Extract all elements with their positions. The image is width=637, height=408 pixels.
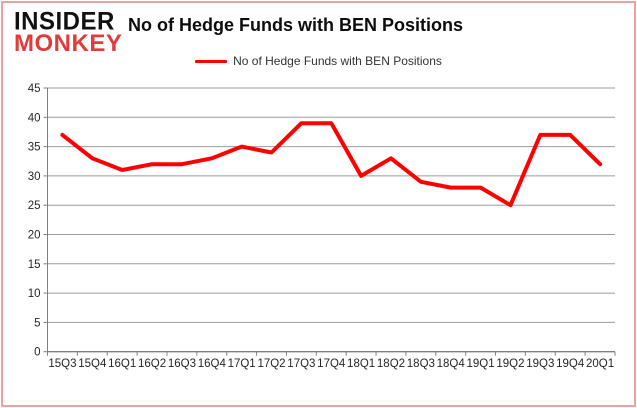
x-tick-label: 18Q4 — [437, 358, 466, 370]
y-tick-label: 45 — [28, 83, 41, 95]
logo-monkey-text: MONKEY — [14, 30, 123, 57]
insider-monkey-logo: INSIDER MONKEY — [14, 7, 123, 57]
x-tick-label: 17Q3 — [287, 358, 315, 370]
x-tick-label: 17Q2 — [257, 358, 285, 370]
y-tick-label: 40 — [28, 112, 41, 124]
y-tick-label: 5 — [34, 317, 40, 329]
x-tick-label: 16Q4 — [198, 358, 227, 370]
x-tick-label: 15Q4 — [78, 358, 107, 370]
x-tick-label: 19Q3 — [526, 358, 554, 370]
y-tick-label: 30 — [28, 171, 41, 183]
x-tick-label: 19Q2 — [496, 358, 524, 370]
logo-insider-text: INSIDER — [14, 7, 115, 36]
series-line — [60, 121, 603, 208]
y-tick-label: 10 — [28, 288, 41, 300]
x-tick-label: 19Q1 — [467, 358, 495, 370]
chart-title: No of Hedge Funds with BEN Positions — [128, 15, 463, 35]
legend-label: No of Hedge Funds with BEN Positions — [233, 54, 442, 68]
x-tick-label: 20Q1 — [586, 358, 614, 370]
x-tick-label: 18Q3 — [407, 358, 435, 370]
x-tick-label: 15Q3 — [48, 358, 76, 370]
y-tick-label: 35 — [28, 142, 41, 154]
x-tick-label: 17Q1 — [228, 358, 256, 370]
chart-legend: No of Hedge Funds with BEN Positions — [0, 54, 637, 68]
x-tick-label: 18Q2 — [377, 358, 405, 370]
x-tick-label: 18Q1 — [347, 358, 375, 370]
y-tick-label: 25 — [28, 200, 41, 212]
legend-line-swatch — [195, 59, 228, 63]
x-tick-label: 19Q4 — [556, 358, 585, 370]
x-tick-label: 17Q4 — [317, 358, 346, 370]
x-tick-label: 16Q1 — [108, 358, 136, 370]
y-tick-label: 0 — [34, 347, 40, 359]
x-tick-label: 16Q2 — [138, 358, 166, 370]
y-tick-label: 20 — [28, 230, 41, 242]
x-tick-label: 16Q3 — [168, 358, 196, 370]
y-tick-label: 15 — [28, 259, 41, 271]
